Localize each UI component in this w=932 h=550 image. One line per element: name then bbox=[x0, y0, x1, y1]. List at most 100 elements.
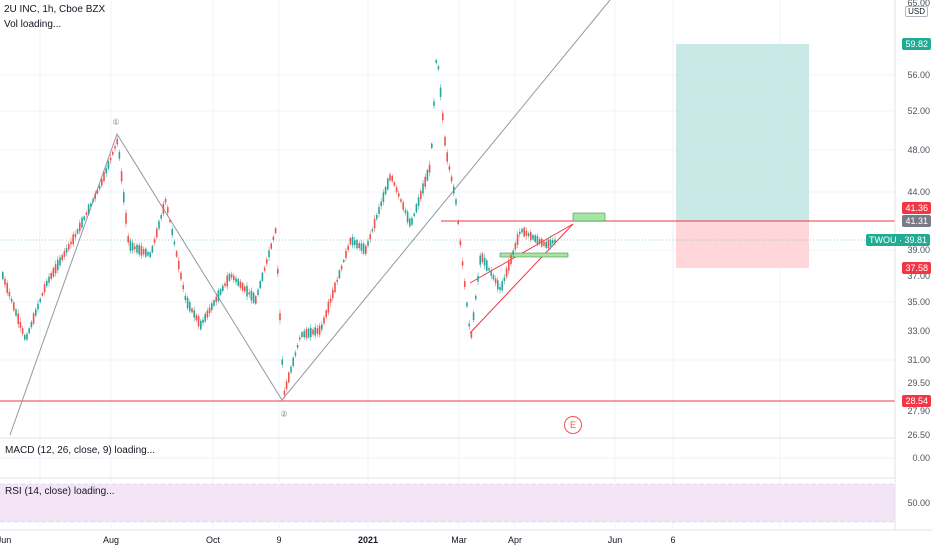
candle-body bbox=[497, 280, 499, 290]
price-tick: 26.50 bbox=[907, 430, 930, 440]
candle-body bbox=[235, 278, 237, 283]
candle-body bbox=[479, 255, 481, 265]
candle-body bbox=[17, 313, 19, 324]
candle-body bbox=[63, 251, 66, 257]
candle-body bbox=[549, 239, 552, 246]
price-tick: 65.00 bbox=[907, 0, 930, 8]
candle-body bbox=[521, 228, 523, 233]
rsi-legend[interactable]: RSI (14, close) loading... bbox=[5, 486, 115, 497]
event-marker-icon[interactable]: E bbox=[564, 416, 582, 434]
time-axis[interactable]: Jun Aug Oct 9 2021 Mar Apr Jun 6 bbox=[0, 530, 895, 550]
candle-body bbox=[169, 219, 171, 223]
candle-body bbox=[213, 300, 215, 306]
candle-body bbox=[202, 319, 204, 323]
candle-body bbox=[252, 292, 255, 303]
elliott-wave-line[interactable] bbox=[9, 0, 611, 436]
target-zone[interactable] bbox=[676, 44, 809, 221]
candle-body bbox=[217, 290, 220, 301]
wave-label-2[interactable]: ② bbox=[280, 409, 288, 419]
candle-body bbox=[492, 274, 495, 280]
candle-body bbox=[395, 187, 398, 192]
candle-body bbox=[219, 289, 222, 295]
candle-body bbox=[54, 264, 57, 274]
candle-body bbox=[545, 241, 547, 248]
candle-body bbox=[50, 273, 52, 279]
candle-body bbox=[90, 203, 92, 207]
candle-body bbox=[70, 241, 72, 245]
rsi-band bbox=[0, 484, 895, 522]
candle-body bbox=[512, 250, 514, 255]
candle-body bbox=[310, 327, 312, 338]
candle-body bbox=[226, 275, 228, 287]
candlestick-series[interactable] bbox=[2, 58, 556, 399]
candle-body bbox=[424, 176, 426, 187]
wedge-lower-line[interactable] bbox=[469, 223, 574, 334]
price-tick: 37.00 bbox=[907, 271, 930, 281]
candle-body bbox=[2, 272, 4, 280]
symbol-title[interactable]: 2U INC, 1h, Cboe BZX bbox=[4, 4, 106, 15]
candle-body bbox=[554, 239, 556, 243]
candle-body bbox=[516, 234, 519, 245]
candle-body bbox=[279, 313, 281, 320]
candle-body bbox=[156, 228, 158, 238]
candle-body bbox=[138, 245, 140, 255]
candle-body bbox=[160, 215, 162, 219]
candle-body bbox=[472, 312, 475, 321]
candle-body bbox=[417, 197, 420, 206]
entry-box[interactable] bbox=[499, 252, 569, 258]
stop-zone[interactable] bbox=[676, 221, 809, 268]
candle-body bbox=[215, 296, 217, 303]
candle-body bbox=[316, 328, 319, 334]
candle-body bbox=[400, 199, 402, 202]
price-axis[interactable]: USD 65.00 56.00 52.00 48.00 44.00 39.00 … bbox=[895, 0, 932, 530]
candle-body bbox=[413, 213, 415, 217]
currency-badge[interactable]: USD bbox=[905, 6, 928, 17]
candle-body bbox=[433, 101, 435, 106]
candle-body bbox=[534, 235, 536, 242]
ticker-price-tag[interactable]: TWOU · 39.81 bbox=[866, 234, 931, 246]
candle-body bbox=[248, 292, 250, 295]
candle-body bbox=[272, 236, 275, 241]
candle-body bbox=[8, 291, 11, 297]
candle-body bbox=[406, 211, 409, 223]
candle-body bbox=[24, 334, 26, 340]
candle-body bbox=[191, 308, 193, 313]
candle-body bbox=[428, 164, 431, 173]
candle-body bbox=[255, 296, 257, 304]
candle-body bbox=[347, 245, 349, 250]
target-box[interactable] bbox=[572, 212, 606, 222]
candle-body bbox=[149, 252, 151, 258]
macd-tick: 0.00 bbox=[912, 453, 930, 463]
candle-body bbox=[327, 301, 330, 313]
candle-body bbox=[35, 309, 37, 316]
candle-body bbox=[259, 280, 261, 289]
candle-body bbox=[19, 321, 22, 328]
candle-body bbox=[536, 235, 539, 245]
candle-body bbox=[268, 250, 270, 258]
candle-body bbox=[134, 246, 136, 250]
candle-body bbox=[475, 295, 477, 300]
candle-body bbox=[468, 323, 470, 327]
candle-body bbox=[204, 313, 206, 322]
candle-body bbox=[380, 201, 382, 207]
time-tick: 9 bbox=[276, 535, 282, 545]
candle-body bbox=[32, 313, 35, 324]
candle-body bbox=[224, 283, 226, 286]
macd-legend[interactable]: MACD (12, 26, close, 9) loading... bbox=[5, 445, 156, 456]
candle-body bbox=[48, 276, 50, 283]
time-tick: 6 bbox=[670, 535, 676, 545]
candle-body bbox=[415, 204, 418, 213]
candle-body bbox=[21, 328, 24, 334]
candle-body bbox=[101, 179, 103, 186]
candle-body bbox=[455, 199, 457, 205]
candle-body bbox=[552, 240, 554, 244]
candle-body bbox=[382, 192, 385, 202]
candle-body bbox=[87, 204, 90, 215]
last-price-tag: 41.31 bbox=[902, 215, 931, 227]
candle-body bbox=[402, 202, 404, 210]
wave-label-1[interactable]: ① bbox=[112, 117, 120, 127]
candle-body bbox=[325, 310, 327, 318]
candle-body bbox=[420, 191, 422, 199]
candle-body bbox=[292, 357, 294, 366]
